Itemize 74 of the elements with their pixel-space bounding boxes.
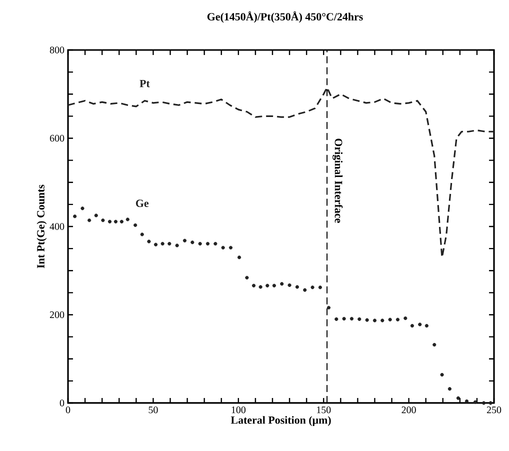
point xyxy=(147,240,151,244)
point xyxy=(221,246,225,250)
point xyxy=(473,400,478,404)
point xyxy=(182,238,187,242)
y-tick-label: 200 xyxy=(50,311,64,318)
point xyxy=(326,306,331,310)
point xyxy=(334,317,338,321)
point xyxy=(108,220,112,224)
point xyxy=(440,372,444,377)
point xyxy=(190,240,194,244)
point xyxy=(310,286,314,290)
point xyxy=(228,246,233,250)
point xyxy=(214,242,218,246)
point xyxy=(154,242,158,246)
y-tick-label: 0 xyxy=(60,400,64,406)
point xyxy=(175,244,179,248)
point xyxy=(198,242,202,246)
point xyxy=(448,387,452,391)
point xyxy=(272,284,276,288)
x-tick-label: 250 xyxy=(486,406,502,414)
point xyxy=(482,401,486,405)
point xyxy=(342,316,346,320)
x-tick-label: 50 xyxy=(148,406,158,414)
point xyxy=(372,318,377,322)
point xyxy=(73,214,77,218)
point xyxy=(318,286,322,290)
point xyxy=(120,220,124,224)
point xyxy=(464,399,469,404)
point xyxy=(380,318,384,322)
point xyxy=(488,401,492,405)
point xyxy=(134,223,138,227)
point xyxy=(160,242,164,246)
point xyxy=(258,285,262,289)
point xyxy=(266,284,270,288)
x-tick-label: 100 xyxy=(232,406,246,414)
y-tick-label: 400 xyxy=(50,223,64,230)
point xyxy=(424,324,428,328)
point xyxy=(396,318,400,322)
point xyxy=(206,242,210,246)
point xyxy=(295,285,299,289)
series-label: Pt xyxy=(140,80,150,88)
point xyxy=(94,214,98,218)
x-axis-title: Lateral Position (μm) xyxy=(230,416,331,426)
point xyxy=(168,242,172,246)
x-tick-label: 200 xyxy=(402,406,416,414)
point xyxy=(303,288,307,292)
point xyxy=(126,218,130,222)
point xyxy=(140,232,144,236)
point xyxy=(280,282,284,286)
point xyxy=(237,256,242,260)
point xyxy=(418,322,422,326)
point xyxy=(88,218,92,222)
x-tick-label: 150 xyxy=(317,406,331,414)
point xyxy=(432,342,436,347)
point xyxy=(388,318,392,322)
y-tick-label: 800 xyxy=(50,46,64,54)
point xyxy=(245,276,249,280)
point xyxy=(252,284,256,288)
point xyxy=(350,316,354,320)
point xyxy=(365,318,369,322)
point xyxy=(404,316,408,320)
chart-title: Ge(1450Å)/Pt(350Å) 450°C/24hrs xyxy=(207,11,363,23)
y-axis-title: Int Pt(Ge) Counts xyxy=(36,184,47,268)
point xyxy=(80,206,84,210)
point xyxy=(101,218,105,222)
point xyxy=(114,220,118,224)
x-tick-label: 0 xyxy=(66,406,70,414)
point xyxy=(456,396,460,400)
point xyxy=(288,283,292,287)
ref-line-label: Original Interface xyxy=(332,138,343,223)
point xyxy=(358,317,362,321)
series-label: Ge xyxy=(136,200,149,207)
y-tick-label: 600 xyxy=(50,134,64,142)
point xyxy=(410,324,414,328)
